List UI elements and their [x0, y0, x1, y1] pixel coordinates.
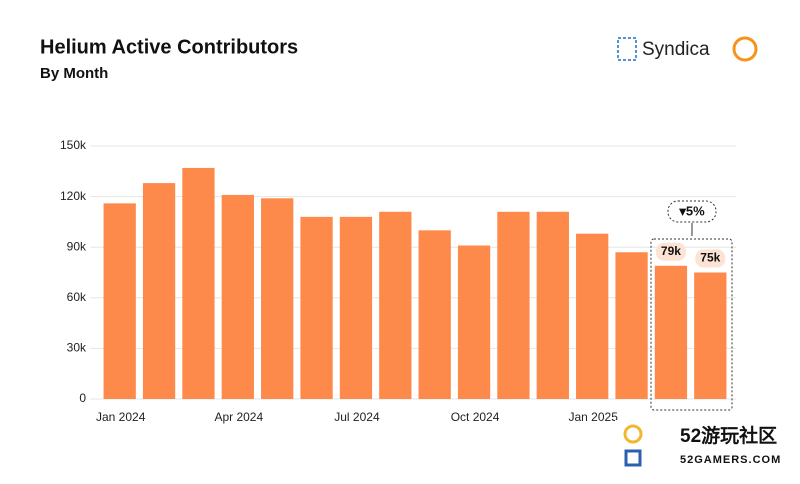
- bar: [576, 233, 609, 399]
- chart-title: Helium Active Contributors: [40, 36, 298, 58]
- value-label: 79k: [661, 244, 681, 258]
- bar: [300, 216, 333, 399]
- watermark: 52游玩社区 52GAMERS.COM: [615, 420, 800, 479]
- plot: 0 30k 60k 90k 120k 150k Jan 2024 Apr 2024 Jul 20…: [60, 138, 736, 424]
- value-label: 75k: [700, 251, 720, 265]
- watermark-icon: [624, 449, 642, 467]
- bar: [694, 272, 727, 399]
- annotation-box: [667, 200, 717, 223]
- bar: [654, 265, 688, 399]
- bar: [142, 183, 176, 399]
- x-tick-label: Jul 2024: [334, 410, 380, 424]
- y-tick-label: 90k: [67, 239, 87, 253]
- watermark-url: 52GAMERS.COM: [680, 454, 781, 466]
- bar: [261, 198, 294, 399]
- helium-icon: [732, 36, 758, 62]
- y-tick-label: 30k: [67, 341, 87, 355]
- x-tick-label: Jan 2025: [568, 410, 618, 424]
- bar: [615, 252, 648, 399]
- bar: [221, 194, 254, 399]
- value-label-bg: [655, 242, 686, 261]
- chart-subtitle: By Month: [40, 65, 108, 82]
- watermark-icon: [623, 424, 643, 444]
- x-tick-label: Apr 2024: [214, 410, 263, 424]
- x-tick-label: Jan 2024: [96, 410, 146, 424]
- y-tick-label: 120k: [60, 189, 87, 203]
- highlight-box: [650, 238, 733, 411]
- bar: [339, 216, 373, 399]
- y-tick-label: 60k: [67, 290, 87, 304]
- bar: [103, 203, 136, 399]
- annotation: ▾5%: [678, 203, 705, 218]
- watermark-title: 52游玩社区: [680, 424, 777, 447]
- brand-logo: Syndica: [617, 36, 758, 62]
- brand-name: Syndica: [642, 39, 710, 60]
- bar: [457, 245, 491, 399]
- bar: [182, 167, 215, 399]
- watermark-bg: [615, 420, 800, 479]
- value-label-bg: [695, 249, 726, 268]
- x-tick-label: Oct 2024: [451, 410, 500, 424]
- y-tick-label: 150k: [60, 138, 87, 152]
- bar: [418, 230, 451, 399]
- y-tick-label: 0: [79, 391, 86, 405]
- bar: [379, 211, 412, 399]
- bar: [497, 211, 530, 399]
- bar: [536, 211, 569, 399]
